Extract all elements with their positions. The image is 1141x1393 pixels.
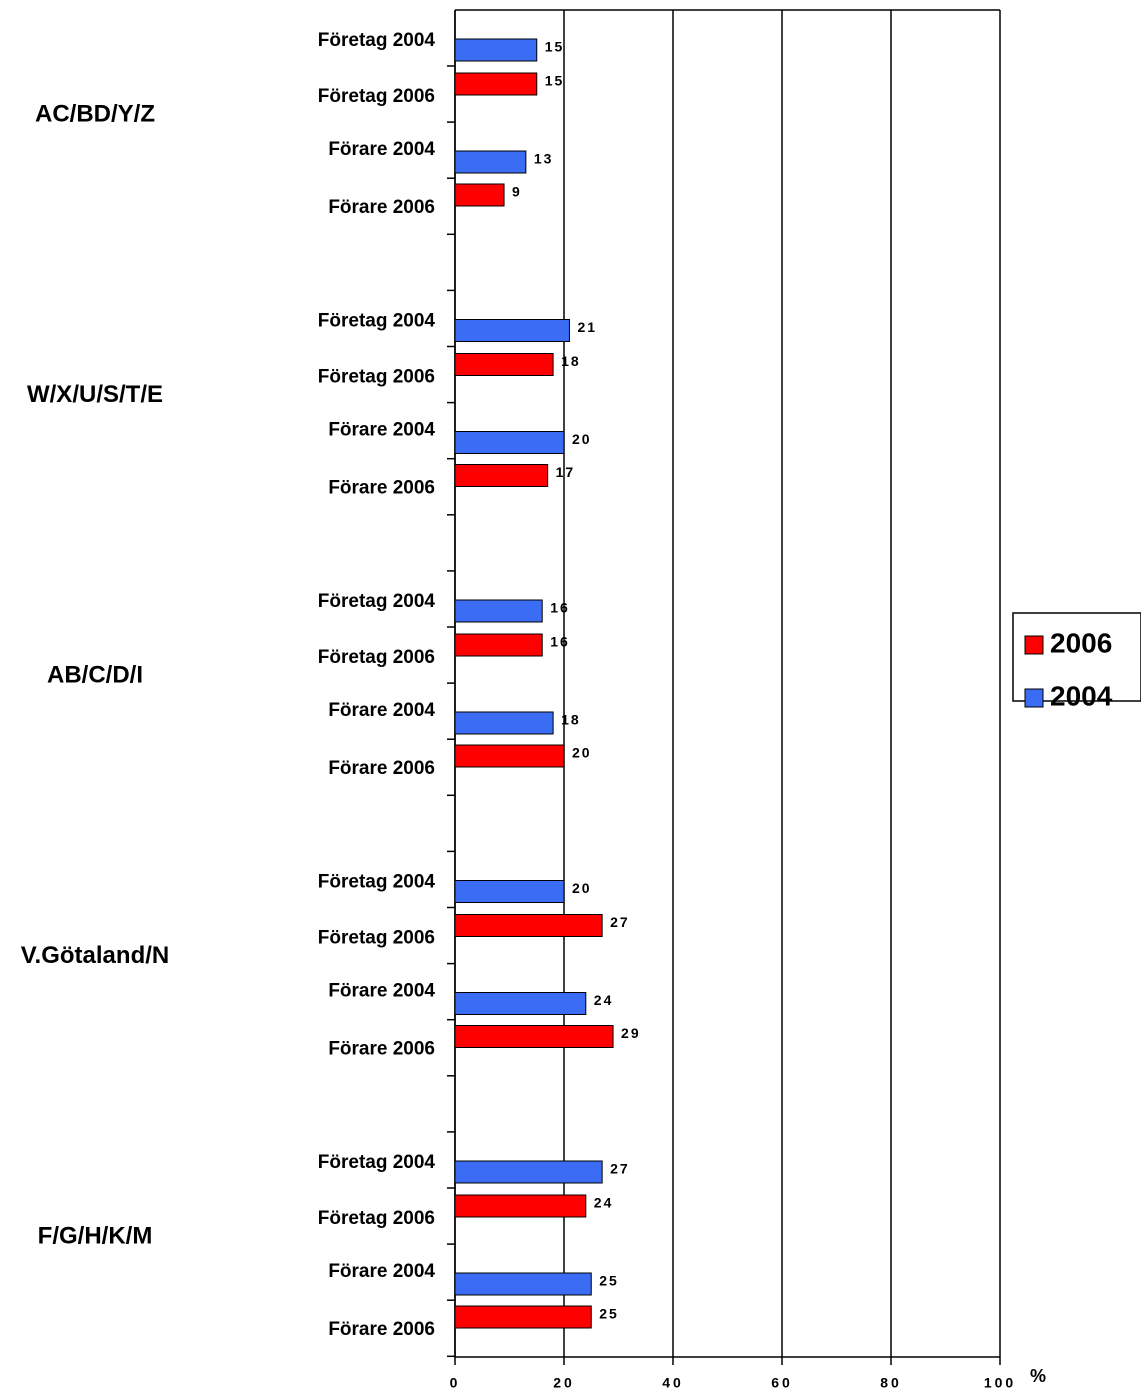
value-label: 21 xyxy=(577,319,597,335)
bar xyxy=(454,744,565,768)
value-label: 24 xyxy=(594,992,614,1008)
value-label: 20 xyxy=(572,880,592,896)
bar xyxy=(454,72,538,96)
bar xyxy=(454,319,570,342)
y-tick-label: Förare 2006 xyxy=(328,758,435,779)
value-label: 20 xyxy=(572,431,592,447)
bar xyxy=(454,1272,592,1296)
bar xyxy=(454,633,543,657)
y-tick-label: Företag 2004 xyxy=(318,591,436,612)
value-label: 15 xyxy=(545,39,565,55)
y-tick-label: Företag 2006 xyxy=(318,1208,435,1229)
value-label: 17 xyxy=(556,464,576,480)
y-tick-label: Företag 2004 xyxy=(318,872,436,893)
value-label: 20 xyxy=(572,745,592,761)
y-tick-label: Företag 2006 xyxy=(318,367,435,388)
group-label: F/G/H/K/M xyxy=(38,1222,153,1249)
y-tick-label: Företag 2006 xyxy=(318,86,435,107)
y-tick-label: Företag 2004 xyxy=(318,1152,436,1173)
y-tick-label: Förare 2004 xyxy=(328,139,435,160)
group-label: W/X/U/S/T/E xyxy=(27,381,163,408)
y-tick-label: Förare 2004 xyxy=(328,981,435,1002)
x-tick-label: 100 xyxy=(984,1375,1016,1391)
x-tick-label: 20 xyxy=(553,1375,575,1391)
bar xyxy=(454,183,505,207)
bar xyxy=(454,1305,592,1329)
value-label: 27 xyxy=(610,1161,630,1177)
y-tick-label: Förare 2004 xyxy=(328,1261,435,1282)
y-tick-label: Företag 2004 xyxy=(318,311,436,332)
y-tick-label: Förare 2006 xyxy=(328,197,435,218)
value-label: 25 xyxy=(599,1273,619,1289)
value-label: 18 xyxy=(561,353,581,369)
x-tick-label: 40 xyxy=(662,1375,684,1391)
group-label: AC/BD/Y/Z xyxy=(35,100,155,127)
y-tick-label: Förare 2004 xyxy=(328,420,435,441)
group-label: AB/C/D/I xyxy=(47,661,143,688)
bar xyxy=(454,599,543,623)
bar xyxy=(454,914,603,937)
bar xyxy=(454,431,565,454)
value-label: 9 xyxy=(512,184,522,200)
bar xyxy=(454,464,549,487)
bar xyxy=(454,38,538,62)
value-label: 29 xyxy=(621,1025,641,1041)
bar xyxy=(454,353,554,376)
x-tick-label: 60 xyxy=(771,1375,793,1391)
legend-box xyxy=(1012,612,1141,702)
legend-swatch xyxy=(1024,635,1044,655)
legend-swatch xyxy=(1024,688,1044,708)
bar xyxy=(454,992,587,1015)
bar xyxy=(454,1025,614,1048)
x-axis-label: % xyxy=(1030,1366,1046,1386)
y-tick-label: Företag 2006 xyxy=(318,647,435,668)
bar xyxy=(454,880,565,903)
legend-label: 2006 xyxy=(1050,627,1112,658)
value-label: 16 xyxy=(550,600,570,616)
value-label: 16 xyxy=(550,634,570,650)
y-tick-label: Förare 2006 xyxy=(328,1319,435,1340)
y-tick-label: Företag 2004 xyxy=(318,30,436,51)
y-tick-label: Förare 2004 xyxy=(328,700,435,721)
x-tick-label: 80 xyxy=(880,1375,902,1391)
value-label: 13 xyxy=(534,151,554,167)
bar xyxy=(454,1160,603,1184)
value-label: 15 xyxy=(545,73,565,89)
legend-label: 2004 xyxy=(1050,680,1113,711)
value-label: 18 xyxy=(561,712,581,728)
value-label: 27 xyxy=(610,914,630,930)
value-label: 24 xyxy=(594,1195,614,1211)
y-tick-label: Företag 2006 xyxy=(318,928,435,949)
y-tick-label: Förare 2006 xyxy=(328,478,435,499)
bar xyxy=(454,1194,587,1218)
y-tick-label: Förare 2006 xyxy=(328,1039,435,1060)
x-tick-label: 0 xyxy=(450,1375,461,1391)
value-label: 25 xyxy=(599,1306,619,1322)
bar xyxy=(454,150,527,174)
bar xyxy=(454,711,554,735)
group-label: V.Götaland/N xyxy=(21,942,169,969)
